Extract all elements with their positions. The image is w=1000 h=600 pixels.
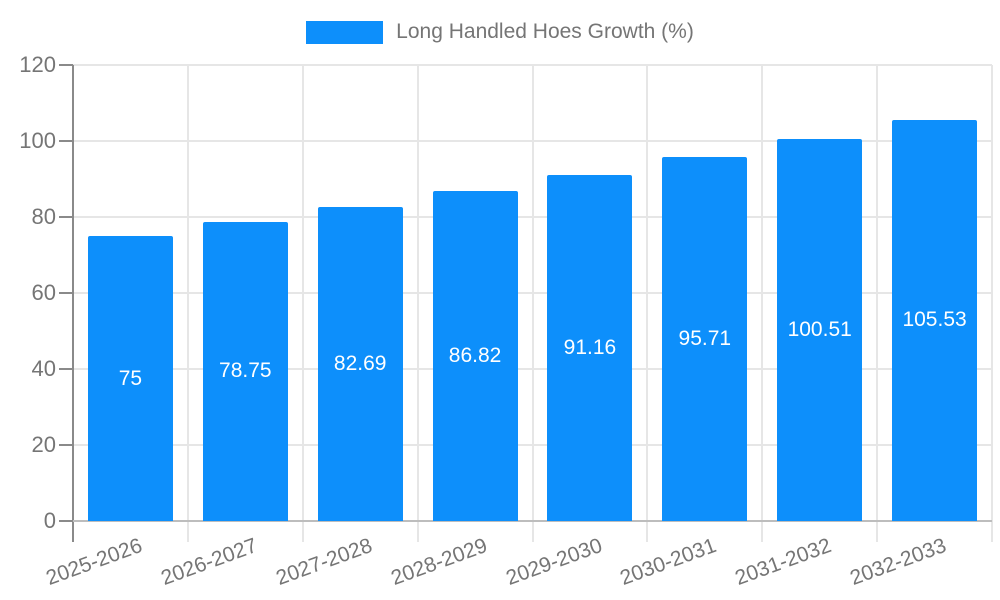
- x-tick-label: 2025-2026: [43, 534, 146, 590]
- y-tick-label: 60: [31, 280, 56, 305]
- legend-swatch: [306, 20, 384, 44]
- y-axis-tick: [59, 216, 73, 218]
- y-axis-tick: [59, 292, 73, 294]
- x-tick-label: 2029-2030: [502, 534, 605, 590]
- bar[interactable]: [777, 139, 863, 521]
- y-tick-label: 120: [19, 52, 56, 77]
- y-tick-label: 0: [43, 508, 56, 533]
- bar-value-label: 75: [118, 366, 143, 390]
- x-tick-label: 2032-2033: [847, 534, 950, 590]
- bar-value-label: 78.75: [219, 359, 272, 383]
- bar-value-label: 95.71: [678, 327, 732, 351]
- v-gridline: [646, 65, 649, 542]
- bar-value-label: 82.69: [333, 351, 387, 375]
- y-tick-label: 100: [19, 128, 56, 153]
- bar-value-label: 105.53: [902, 308, 967, 332]
- y-axis-tick: [59, 140, 73, 142]
- y-tick-label: 20: [31, 432, 56, 457]
- v-gridline: [301, 65, 304, 542]
- v-gridline: [761, 65, 764, 542]
- v-gridline: [186, 65, 189, 542]
- v-gridline: [416, 65, 419, 542]
- y-axis-tick: [59, 64, 73, 66]
- x-axis-line: [73, 520, 992, 522]
- y-axis-tick: [59, 444, 73, 446]
- x-tick-label: 2027-2028: [272, 534, 376, 590]
- y-axis-tick: [59, 520, 73, 522]
- v-gridline: [531, 65, 534, 542]
- legend-label: Long Handled Hoes Growth (%): [396, 20, 694, 43]
- bar[interactable]: [432, 191, 518, 521]
- bar[interactable]: [547, 174, 633, 521]
- y-axis-tick: [59, 368, 73, 370]
- bar[interactable]: [87, 236, 173, 521]
- x-tick-label: 2030-2031: [617, 534, 720, 590]
- y-axis-line: [72, 65, 74, 542]
- x-tick-label: 2031-2032: [732, 534, 835, 590]
- y-tick-label: 80: [31, 204, 56, 229]
- bar-value-label: 100.51: [787, 318, 852, 342]
- bar-value-label: 91.16: [563, 335, 617, 359]
- bar[interactable]: [892, 119, 978, 521]
- y-tick-label: 40: [31, 356, 56, 381]
- v-gridline: [876, 65, 879, 542]
- bar[interactable]: [202, 221, 288, 521]
- x-tick-label: 2026-2027: [157, 534, 261, 590]
- bar[interactable]: [662, 157, 748, 521]
- x-tick-label: 2028-2029: [387, 534, 490, 590]
- bar-value-label: 86.82: [448, 344, 502, 368]
- bar[interactable]: [317, 206, 403, 521]
- legend-item[interactable]: Long Handled Hoes Growth (%): [0, 20, 1000, 44]
- v-gridline: [991, 65, 993, 542]
